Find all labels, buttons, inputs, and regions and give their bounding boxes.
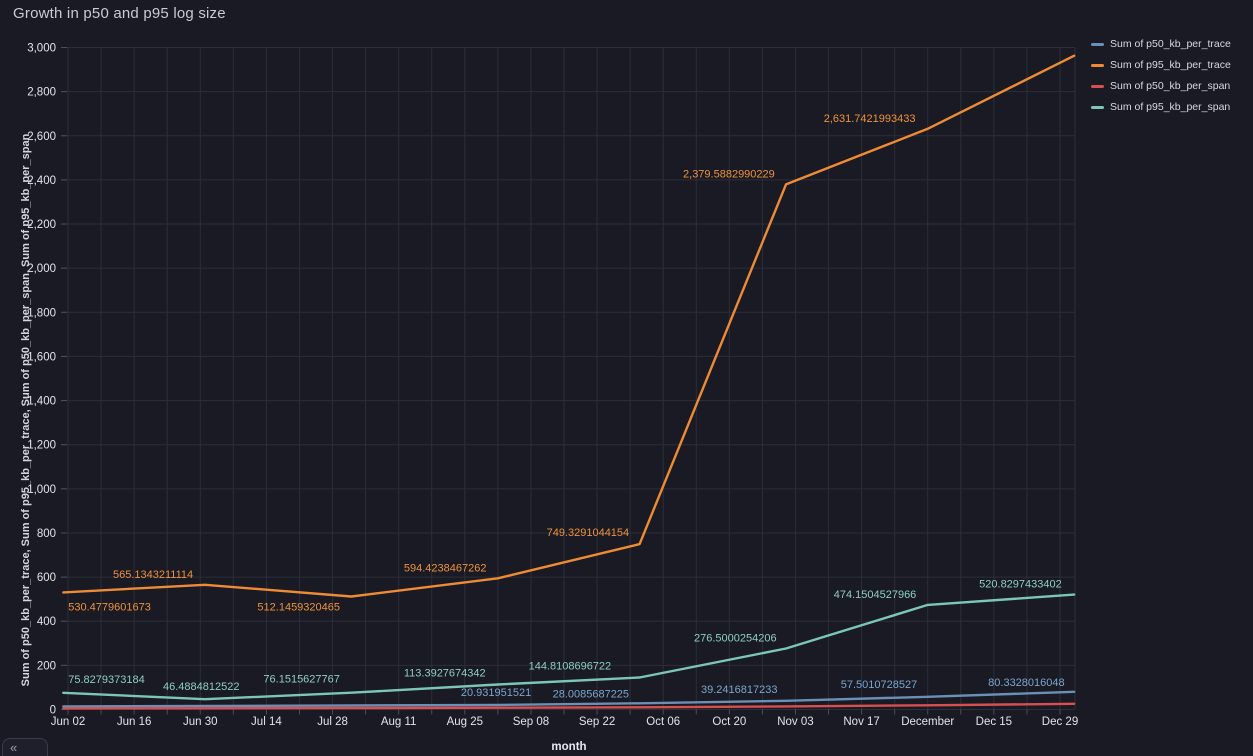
data-label: 113.3927674342 — [404, 667, 486, 679]
legend-item-label: Sum of p50_kb_per_trace — [1110, 38, 1231, 50]
y-tick-label: 600 — [37, 572, 56, 584]
data-label: 276.5000254206 — [694, 632, 777, 644]
y-tick-label: 2,000 — [27, 263, 56, 275]
series-line-Sum-of-p50_kb_per_trace — [62, 690, 1076, 708]
series-line-Sum-of-p95_kb_per_span — [62, 593, 1076, 701]
x-tick-label: Sep 22 — [579, 716, 615, 728]
series-line-Sum-of-p50_kb_per_span — [62, 702, 1076, 710]
data-label: 530.4779601673 — [68, 601, 151, 613]
y-tick-label: 3,000 — [27, 43, 56, 55]
legend-item-label: Sum of p95_kb_per_span — [1110, 101, 1231, 113]
x-tick-label: Dec 15 — [976, 716, 1012, 728]
legend: Sum of p50_kb_per_trace Sum of p95_kb_per… — [1091, 38, 1251, 113]
y-tick-label: 200 — [37, 660, 56, 672]
x-tick-label: Sep 08 — [513, 716, 549, 728]
data-label: 46.4884812522 — [163, 681, 239, 693]
x-axis-title: month — [551, 741, 586, 753]
x-tick-label: Dec 29 — [1042, 716, 1078, 728]
data-label: 57.5010728527 — [841, 679, 917, 691]
y-tick-label: 1,400 — [27, 396, 56, 408]
legend-item-label: Sum of p95_kb_per_trace — [1110, 59, 1231, 71]
y-tick-label: 2,600 — [27, 131, 56, 143]
legend-item-2[interactable]: Sum of p95_kb_per_trace — [1091, 59, 1251, 71]
legend-swatch-icon — [1091, 84, 1104, 88]
legend-swatch-icon — [1091, 42, 1104, 46]
data-label: 75.8279373184 — [68, 674, 144, 686]
x-tick-label: Aug 25 — [447, 716, 483, 728]
x-tick-label: Oct 20 — [712, 716, 746, 728]
data-label: 594.4238467262 — [404, 562, 487, 574]
data-label: 474.1504527966 — [834, 589, 917, 601]
data-label: 80.3328016048 — [988, 677, 1064, 689]
y-tick-label: 2,800 — [27, 87, 56, 99]
data-label: 512.1459320465 — [257, 601, 340, 613]
x-tick-label: Nov 17 — [843, 716, 879, 728]
sidebar-collapse-button[interactable]: « — [2, 738, 48, 756]
legend-swatch-icon — [1091, 105, 1104, 109]
data-label: 144.8108696722 — [529, 661, 612, 673]
data-label: 39.2416817233 — [701, 684, 777, 696]
y-tick-label: 1,600 — [27, 351, 56, 363]
legend-item-label: Sum of p50_kb_per_span — [1110, 80, 1231, 92]
legend-item-4[interactable]: Sum of p95_kb_per_span — [1091, 101, 1251, 113]
legend-item-3[interactable]: Sum of p50_kb_per_span — [1091, 80, 1251, 92]
y-tick-label: 1,200 — [27, 440, 56, 452]
data-label: 2,379.5882990229 — [683, 168, 775, 180]
y-tick-label: 400 — [37, 616, 56, 628]
y-tick-label: 1,800 — [27, 307, 56, 319]
data-label: 20.931951521 — [461, 687, 531, 699]
y-tick-label: 1,000 — [27, 484, 56, 496]
data-label: 749.3291044154 — [547, 527, 630, 539]
y-tick-label: 2,400 — [27, 175, 56, 187]
data-label: 2,631.7421993433 — [824, 113, 916, 125]
data-label: 28.0085687225 — [553, 688, 629, 700]
x-tick-label: Oct 06 — [646, 716, 680, 728]
legend-swatch-icon — [1091, 63, 1104, 67]
x-tick-label: Nov 03 — [777, 716, 813, 728]
x-tick-label: December — [901, 716, 954, 728]
x-tick-label: Jun 30 — [183, 716, 218, 728]
legend-item-1[interactable]: Sum of p50_kb_per_trace — [1091, 38, 1251, 50]
data-label: 520.8297433402 — [979, 579, 1062, 591]
x-tick-label: Aug 11 — [381, 716, 417, 728]
y-tick-label: 2,200 — [27, 219, 56, 231]
y-axis-title: Sum of p50_kb_per_trace, Sum of p95_kb_p… — [20, 133, 32, 686]
data-label: 565.1343211114 — [113, 569, 193, 581]
data-label: 76.1515627767 — [263, 674, 339, 686]
chart-title: Growth in p50 and p95 log size — [13, 5, 226, 22]
series-line-Sum-of-p95_kb_per_trace — [62, 54, 1076, 598]
y-tick-label: 800 — [37, 528, 56, 540]
x-tick-label: Jul 28 — [317, 716, 348, 728]
x-tick-label: Jun 02 — [51, 716, 86, 728]
x-tick-label: Jun 16 — [117, 716, 152, 728]
y-tick-label: 0 — [50, 705, 56, 717]
x-tick-label: Jul 14 — [251, 716, 282, 728]
